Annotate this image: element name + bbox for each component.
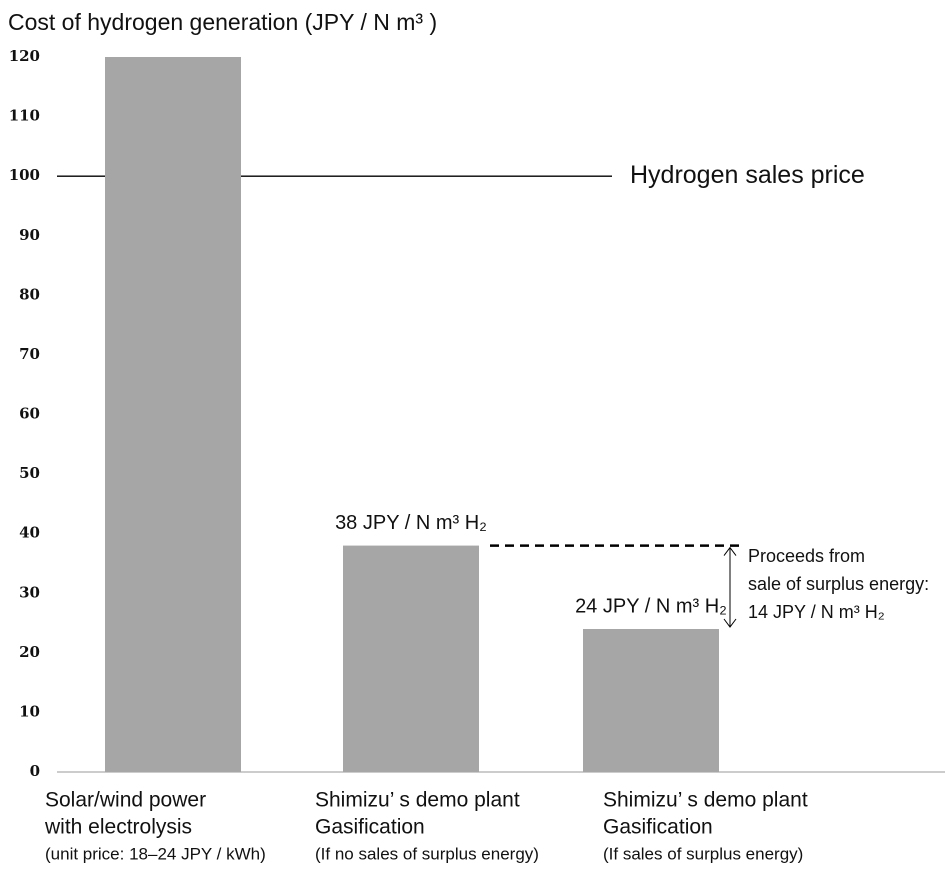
y-tick-label: 40 xyxy=(19,524,40,542)
y-tick-label: 80 xyxy=(19,285,40,303)
x-tick-label: (If no sales of surplus energy) xyxy=(315,844,539,863)
x-tick-label: (If sales of surplus energy) xyxy=(603,844,803,863)
x-tick-label: Solar/wind power xyxy=(45,789,206,812)
y-tick-label: 120 xyxy=(9,47,40,65)
arrow-head xyxy=(723,546,737,556)
annotation: sale of surplus energy: xyxy=(748,574,929,594)
arrow-head xyxy=(723,618,737,628)
y-tick-label: 10 xyxy=(19,702,40,720)
reference-label: Hydrogen sales price xyxy=(630,161,865,189)
y-tick-label: 50 xyxy=(19,464,40,482)
y-tick-label: 60 xyxy=(19,405,40,423)
y-tick-label: 0 xyxy=(30,762,40,780)
value-label: 24 JPY / N m³ H₂ xyxy=(575,595,727,617)
y-tick-label: 20 xyxy=(19,643,40,661)
x-tick-label: with electrolysis xyxy=(44,816,192,839)
x-tick-label: Gasification xyxy=(603,816,713,839)
bar xyxy=(583,629,719,772)
y-tick-label: 110 xyxy=(9,107,40,125)
y-tick-label: 70 xyxy=(19,345,40,363)
bar xyxy=(105,57,241,772)
y-tick-label: 100 xyxy=(9,166,40,184)
x-tick-label: (unit price: 18–24 JPY / kWh) xyxy=(45,844,266,863)
x-tick-label: Shimizu’ s demo plant xyxy=(315,789,520,812)
bar xyxy=(343,545,479,772)
annotation: Proceeds from xyxy=(748,546,865,566)
value-label: 38 JPY / N m³ H₂ xyxy=(335,512,487,534)
x-tick-label: Shimizu’ s demo plant xyxy=(603,789,808,812)
chart-title: Cost of hydrogen generation (JPY / N m³ … xyxy=(8,9,437,35)
y-tick-label: 30 xyxy=(19,583,40,601)
annotation: 14 JPY / N m³ H₂ xyxy=(748,602,885,622)
x-tick-label: Gasification xyxy=(315,816,425,839)
y-tick-label: 90 xyxy=(19,226,40,244)
